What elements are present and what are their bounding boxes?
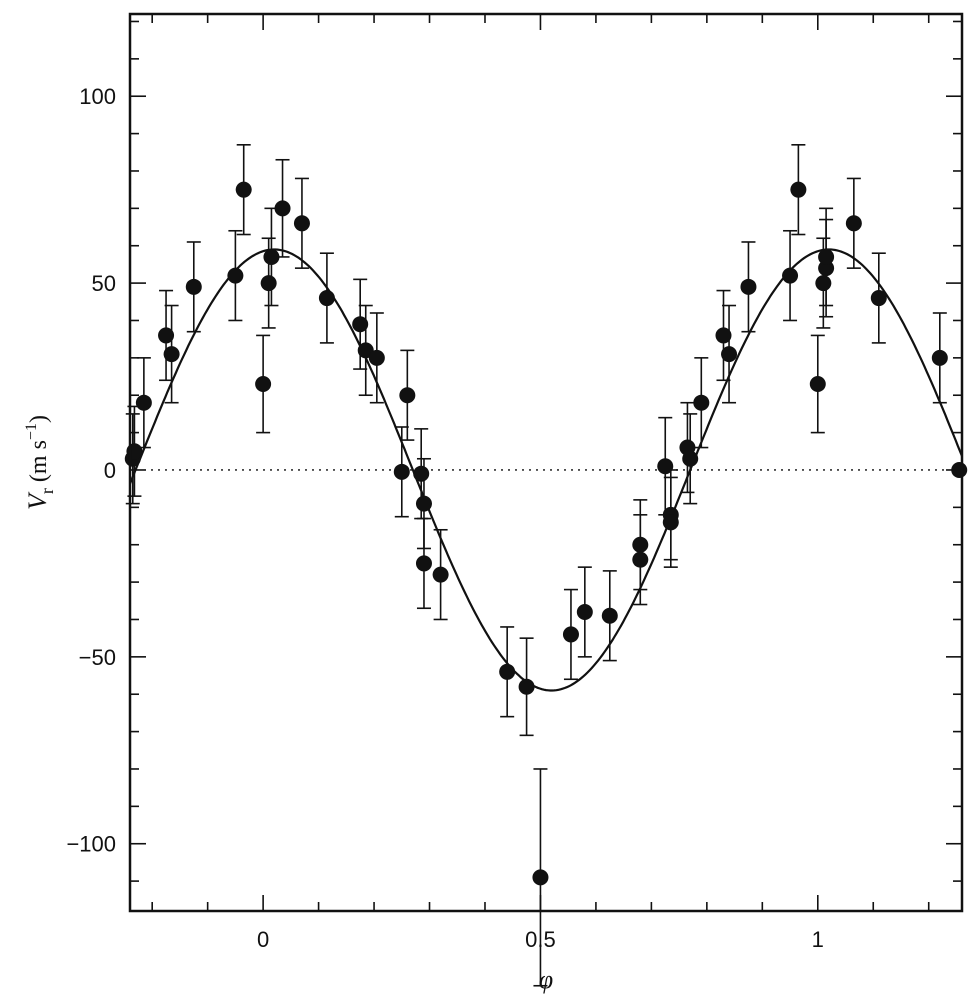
- data-point: [318, 290, 335, 307]
- data-point: [393, 463, 410, 480]
- data-point: [255, 376, 272, 393]
- data-point: [657, 458, 674, 475]
- y-axis-subscript: r: [37, 488, 57, 494]
- svg-text:Vr (m s−1): Vr (m s−1): [23, 415, 57, 510]
- axis-ticks: [130, 14, 962, 911]
- data-point: [740, 278, 757, 295]
- data-point: [368, 349, 385, 366]
- data-point: [662, 514, 679, 531]
- data-point: [562, 626, 579, 643]
- data-point: [499, 663, 516, 680]
- data-point: [815, 275, 832, 292]
- data-point: [951, 461, 968, 478]
- data-point: [293, 215, 310, 232]
- data-point: [263, 248, 280, 265]
- y-tick-label: 0: [104, 458, 116, 483]
- y-axis-units-open: (m s: [26, 440, 52, 488]
- y-axis-units-close: ): [26, 415, 52, 423]
- y-tick-label: 50: [92, 271, 116, 296]
- data-point: [809, 376, 826, 393]
- data-point: [682, 450, 699, 467]
- data-point: [693, 394, 710, 411]
- data-point: [632, 536, 649, 553]
- data-point: [432, 566, 449, 583]
- data-point: [415, 495, 432, 512]
- data-point: [352, 316, 369, 333]
- data-point: [518, 678, 535, 695]
- y-tick-label: −50: [79, 645, 116, 670]
- data-point: [163, 346, 180, 363]
- data-point: [227, 267, 244, 284]
- plot-frame: [128, 12, 964, 913]
- data-point: [158, 327, 175, 344]
- data-point: [532, 869, 549, 886]
- y-tick-label: 100: [79, 84, 116, 109]
- data-point: [715, 327, 732, 344]
- data-point: [601, 607, 618, 624]
- data-point: [413, 465, 430, 482]
- x-tick-label: 1: [812, 927, 824, 952]
- y-tick-label: −100: [66, 832, 116, 857]
- data-point: [135, 394, 152, 411]
- y-axis-title: Vr (m s−1): [23, 415, 57, 510]
- data-point: [845, 215, 862, 232]
- data-point: [576, 604, 593, 620]
- data-point: [415, 555, 432, 572]
- data-point: [235, 181, 252, 198]
- data-point: [274, 200, 291, 217]
- y-axis-symbol: V: [23, 491, 52, 510]
- data-points: [124, 181, 968, 886]
- x-tick-label: 0: [257, 927, 269, 952]
- data-point: [632, 551, 649, 568]
- data-point: [931, 349, 948, 366]
- data-point: [721, 346, 738, 363]
- data-point: [260, 275, 277, 292]
- data-point: [790, 181, 807, 198]
- data-point: [870, 290, 887, 307]
- data-point: [399, 387, 416, 404]
- data-point: [782, 267, 799, 284]
- data-point: [818, 260, 835, 277]
- y-axis-units-exponent: −1: [23, 423, 40, 440]
- x-axis-title: φ: [539, 965, 553, 994]
- data-point: [185, 278, 202, 295]
- data-point: [818, 248, 835, 265]
